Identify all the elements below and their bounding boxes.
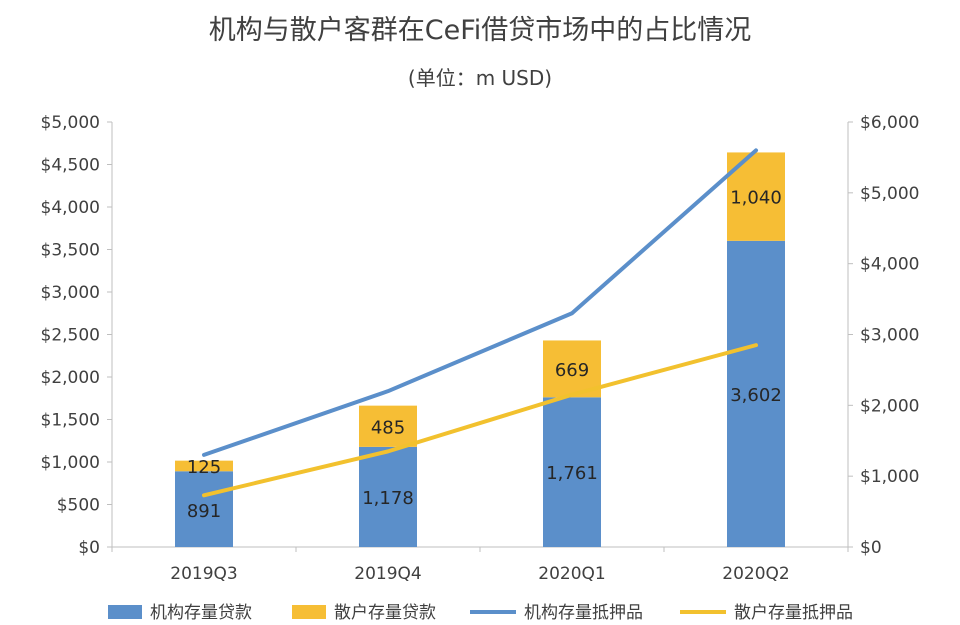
right-tick-label: $3,000 <box>860 326 919 346</box>
retail-loan-data-label: 125 <box>187 457 221 478</box>
left-tick-label: $4,500 <box>41 156 100 176</box>
right-tick-label: $0 <box>860 538 882 558</box>
left-tick-label: $2,500 <box>41 326 100 346</box>
legend-institutional-collateral-label: 机构存量抵押品 <box>524 603 643 623</box>
institutional-loan-bar <box>727 240 785 547</box>
institutional-loan-bar <box>175 471 233 547</box>
left-tick-label: $3,000 <box>41 283 100 303</box>
x-tick-label: 2019Q3 <box>170 564 237 584</box>
legend-institutional-loans-swatch <box>108 605 142 619</box>
left-tick-label: $5,000 <box>41 113 100 133</box>
retail-loan-data-label: 669 <box>555 360 589 381</box>
legend-retail-collateral-label: 散户存量抵押品 <box>734 603 853 623</box>
retail-loan-bar <box>175 460 233 472</box>
x-tick-label: 2020Q2 <box>722 564 789 584</box>
left-tick-label: $1,000 <box>41 453 100 473</box>
institutional-loan-data-label: 3,602 <box>730 385 782 406</box>
retail-loan-data-label: 1,040 <box>730 188 782 209</box>
institutional-loan-bar <box>359 446 417 547</box>
chart-subtitle: (单位：m USD) <box>407 66 553 90</box>
left-tick-label: $1,500 <box>41 411 100 431</box>
x-tick-label: 2019Q4 <box>354 564 421 584</box>
right-tick-label: $1,000 <box>860 467 919 487</box>
retail-loan-bar <box>359 405 417 447</box>
institutional-collateral-line <box>202 148 758 457</box>
x-tick-label: 2020Q1 <box>538 564 605 584</box>
left-tick-label: $4,000 <box>41 198 100 218</box>
left-tick-label: $0 <box>78 538 100 558</box>
left-tick-label: $3,500 <box>41 241 100 261</box>
right-tick-label: $4,000 <box>860 255 919 275</box>
retail-loan-data-label: 485 <box>371 417 405 438</box>
retail-collateral-line <box>202 343 758 498</box>
institutional-loan-data-label: 1,178 <box>362 488 414 509</box>
right-tick-label: $5,000 <box>860 184 919 204</box>
legend-retail-loans-swatch <box>292 605 326 619</box>
chart-title: 机构与散户客群在CeFi借贷市场中的占比情况 <box>208 15 752 46</box>
institutional-loan-data-label: 1,761 <box>546 463 598 484</box>
legend-retail-loans-label: 散户存量贷款 <box>334 603 436 623</box>
left-tick-label: $2,000 <box>41 368 100 388</box>
right-tick-label: $2,000 <box>860 396 919 416</box>
institutional-loan-bar <box>543 397 601 547</box>
legend-institutional-loans-label: 机构存量贷款 <box>150 603 252 623</box>
left-tick-label: $500 <box>57 496 100 516</box>
institutional-loan-data-label: 891 <box>187 501 221 522</box>
right-tick-label: $6,000 <box>860 113 919 133</box>
